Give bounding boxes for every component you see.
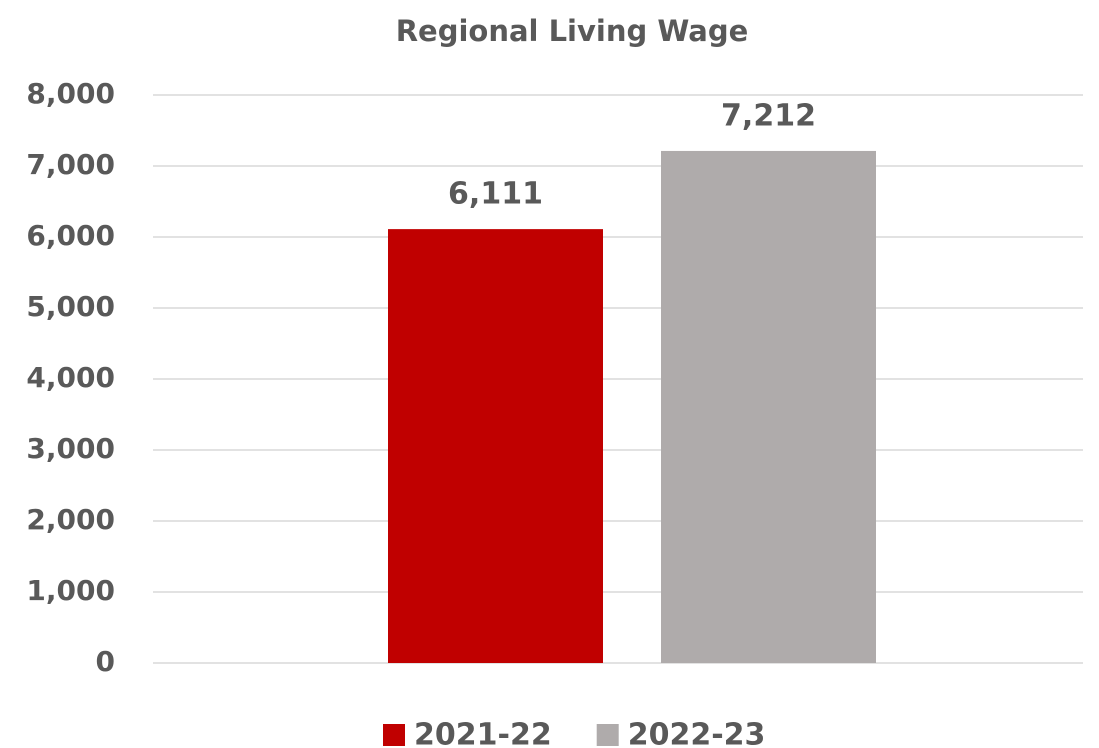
bar (661, 150, 876, 663)
y-tick-label: 7,000 (26, 148, 115, 181)
bar (388, 229, 603, 663)
y-tick-label: 6,000 (26, 219, 115, 252)
data-label: 6,111 (448, 177, 543, 212)
legend-swatch (596, 724, 619, 746)
y-tick-label: 2,000 (26, 503, 115, 536)
legend-label: 2022-23 (628, 718, 766, 748)
legend-swatch (383, 724, 405, 746)
legend-label: 2021-22 (414, 718, 552, 748)
y-tick-label: 5,000 (26, 290, 115, 323)
y-tick-label: 0 (96, 645, 115, 678)
y-tick-label: 1,000 (26, 574, 115, 607)
chart-title: Regional Living Wage (396, 14, 749, 48)
y-tick-label: 4,000 (26, 361, 115, 394)
data-label: 7,212 (721, 98, 816, 133)
y-tick-label: 8,000 (26, 77, 115, 110)
y-tick-label: 3,000 (26, 432, 115, 465)
